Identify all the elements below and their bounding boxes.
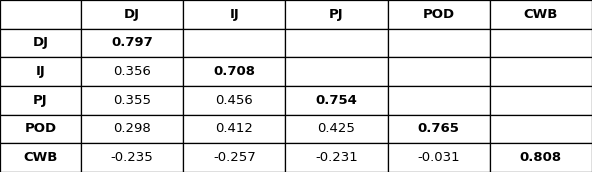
Text: CWB: CWB [23,151,57,164]
Bar [285,0,388,29]
Bar [81,57,184,86]
Bar [285,29,388,57]
Bar [490,115,592,143]
Text: 0.425: 0.425 [317,122,355,136]
Bar [81,29,184,57]
Bar [81,115,184,143]
Text: IJ: IJ [36,65,46,78]
Bar [81,143,184,172]
Text: POD: POD [423,8,455,21]
Text: -0.235: -0.235 [111,151,153,164]
Text: 0.456: 0.456 [215,94,253,107]
Bar [490,29,592,57]
Text: 0.298: 0.298 [113,122,151,136]
Bar [184,0,285,29]
Text: IJ: IJ [230,8,239,21]
Text: -0.257: -0.257 [213,151,256,164]
Text: 0.808: 0.808 [520,151,562,164]
Bar [388,115,490,143]
Bar [0,86,81,115]
Bar [490,57,592,86]
Bar [285,86,388,115]
Bar [388,143,490,172]
Text: DJ: DJ [124,8,140,21]
Bar [184,86,285,115]
Bar [0,143,81,172]
Text: -0.231: -0.231 [315,151,358,164]
Text: -0.031: -0.031 [417,151,460,164]
Bar [490,86,592,115]
Bar [0,115,81,143]
Text: 0.708: 0.708 [213,65,255,78]
Text: CWB: CWB [524,8,558,21]
Bar [0,57,81,86]
Text: 0.765: 0.765 [418,122,459,136]
Text: 0.797: 0.797 [111,36,153,50]
Bar [388,57,490,86]
Bar [490,0,592,29]
Bar [388,0,490,29]
Bar [490,143,592,172]
Bar [184,115,285,143]
Text: 0.754: 0.754 [316,94,358,107]
Text: PJ: PJ [329,8,344,21]
Text: DJ: DJ [33,36,49,50]
Text: PJ: PJ [33,94,48,107]
Bar [388,29,490,57]
Bar [0,0,81,29]
Text: 0.356: 0.356 [113,65,151,78]
Text: 0.355: 0.355 [113,94,151,107]
Bar [81,0,184,29]
Text: 0.412: 0.412 [215,122,253,136]
Text: POD: POD [24,122,57,136]
Bar [285,143,388,172]
Bar [184,57,285,86]
Bar [184,143,285,172]
Bar [285,115,388,143]
Bar [81,86,184,115]
Bar [184,29,285,57]
Bar [388,86,490,115]
Bar [285,57,388,86]
Bar [0,29,81,57]
